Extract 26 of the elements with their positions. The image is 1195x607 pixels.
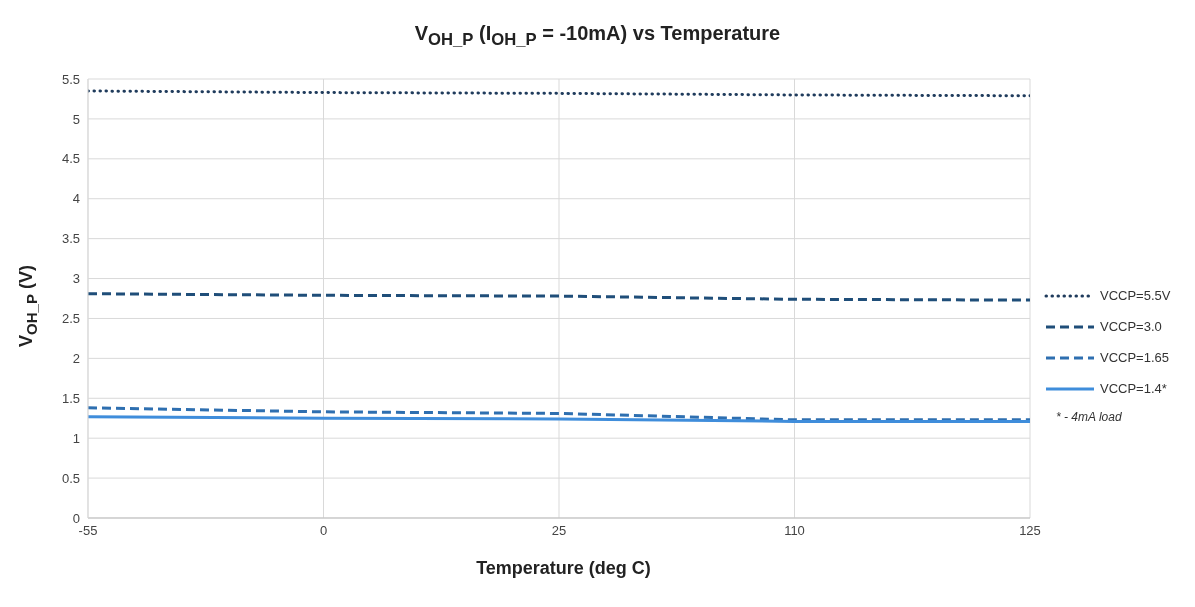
x-tick-label: 25 (551, 523, 567, 539)
x-axis-title: Temperature (deg C) (476, 558, 651, 578)
legend-label: VCCP=3.0 (1100, 319, 1162, 334)
y-tick-label: 1 (72, 430, 80, 446)
y-tick-label: 0.5 (61, 470, 80, 486)
chart-title: V$_{OH_P}$ (I$_{OH_P}$ = -10mA) vs Temperature (414, 22, 781, 49)
y-tick-label: 5.5 (61, 71, 80, 87)
line-series (88, 406, 1030, 422)
y-tick-label: 5 (72, 111, 80, 127)
x-tick-label: -55 (78, 523, 98, 539)
y-tick-label: 0 (72, 510, 80, 526)
y-tick-label: 4 (72, 191, 80, 207)
y-tick-label: 2.5 (61, 311, 80, 327)
text: * - 4mA load (1056, 410, 1123, 424)
legend-label: VCCP=1.4* (1100, 381, 1167, 396)
y-tick-label: 3.5 (61, 231, 80, 247)
legend-label: VCCP=5.5V (1100, 288, 1171, 303)
x-tick-label: 110 (784, 523, 805, 539)
y-tick-label: 4.5 (61, 151, 80, 167)
y-tick-label: 1.5 (61, 390, 80, 406)
x-tick-label: 125 (1019, 523, 1041, 539)
line-series (88, 292, 1030, 302)
y-tick-label: 2 (72, 350, 80, 366)
x-tick-label: 0 (319, 523, 328, 539)
legend-label: VCCP=1.65 (1100, 350, 1170, 365)
y-tick-label: 3 (72, 271, 80, 287)
